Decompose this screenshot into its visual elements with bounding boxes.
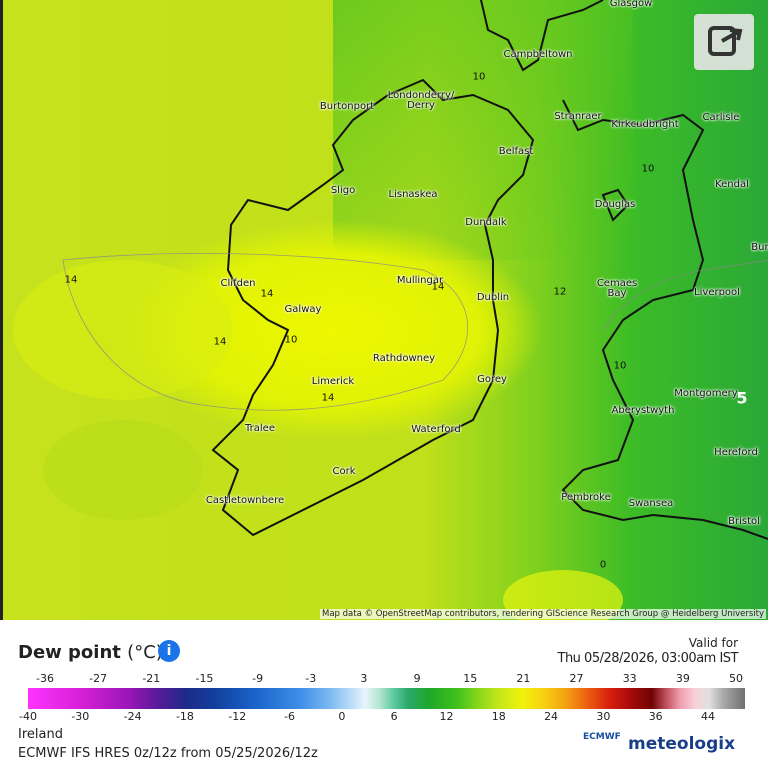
scale-label: 3 bbox=[360, 672, 368, 685]
scale-label: 27 bbox=[569, 672, 584, 685]
attribution: Map data © OpenStreetMap contributors, r… bbox=[320, 609, 766, 619]
scale-label: 36 bbox=[648, 710, 663, 723]
place-label: Lisnaskea bbox=[388, 189, 438, 200]
info-button[interactable]: i bbox=[158, 640, 180, 662]
scale-label: 18 bbox=[491, 710, 506, 723]
contour-label: 12 bbox=[553, 286, 567, 298]
place-label: Dundalk bbox=[465, 217, 507, 228]
place-label: Hereford bbox=[714, 447, 758, 458]
contour-label: 10 bbox=[641, 163, 655, 175]
place-label: Gorey bbox=[477, 374, 507, 385]
place-label: Campbeltown bbox=[503, 49, 573, 60]
scale-label: -24 bbox=[123, 710, 142, 723]
place-label: Swansea bbox=[628, 498, 674, 509]
contour-label: 0 bbox=[599, 559, 607, 571]
contour-label: 10 bbox=[613, 360, 627, 372]
place-label: Kendal bbox=[715, 179, 749, 190]
scale-label: 6 bbox=[390, 710, 398, 723]
contour-label: 10 bbox=[472, 71, 486, 83]
contour-label: 14 bbox=[213, 336, 227, 348]
scale-label: 44 bbox=[701, 710, 715, 723]
contour-label: 5 bbox=[736, 388, 748, 408]
scale-label: 21 bbox=[516, 672, 531, 685]
place-label: Douglas bbox=[594, 199, 636, 210]
color-scale bbox=[28, 688, 745, 709]
place-label: Sligo bbox=[330, 185, 356, 196]
place-label: Kirkcudbright bbox=[611, 119, 679, 130]
place-label: Mullingar bbox=[396, 275, 444, 286]
place-label: Cemaes Bay bbox=[596, 278, 638, 299]
map-background bbox=[3, 0, 768, 620]
valid-time: Thu 05/28/2026, 03:00am IST bbox=[557, 651, 739, 666]
scale-label: -9 bbox=[252, 672, 264, 685]
scale-label: 12 bbox=[439, 710, 454, 723]
contour-label: 14 bbox=[321, 392, 335, 404]
place-label: Rathdowney bbox=[372, 353, 436, 364]
scale-label: -21 bbox=[142, 672, 161, 685]
model-run: ECMWF IFS HRES 0z/12z from 05/25/2026/12… bbox=[18, 746, 318, 761]
legend: Dew point (°C) i Valid for Thu 05/28/202… bbox=[0, 620, 768, 762]
place-label: Glasgow bbox=[609, 0, 653, 9]
scale-label: -12 bbox=[228, 710, 247, 723]
scale-label: -3 bbox=[305, 672, 317, 685]
contour-label: 10 bbox=[284, 334, 298, 346]
place-label: Bristol bbox=[728, 516, 760, 527]
scale-label: 0 bbox=[338, 710, 346, 723]
scale-label: 33 bbox=[622, 672, 637, 685]
place-label: Castletownbere bbox=[205, 495, 285, 506]
scale-label: -36 bbox=[36, 672, 54, 685]
share-icon bbox=[708, 26, 743, 56]
scale-label: 50 bbox=[729, 672, 743, 685]
ecmwf-logo: ECMWF bbox=[583, 732, 621, 742]
place-label: Burtonport bbox=[319, 101, 375, 112]
place-label: Dublin bbox=[476, 292, 510, 303]
unit: (°C) bbox=[127, 642, 163, 663]
contour-label: 14 bbox=[431, 281, 445, 293]
brand-logo: meteologix bbox=[628, 734, 736, 754]
scale-label: 15 bbox=[463, 672, 478, 685]
place-label: Pembroke bbox=[561, 492, 611, 503]
scale-label: -15 bbox=[195, 672, 214, 685]
place-label: Limerick bbox=[311, 376, 355, 387]
place-label: Burn bbox=[751, 242, 768, 253]
legend-title: Dew point (°C) bbox=[18, 642, 163, 663]
valid-for: Valid for bbox=[688, 636, 738, 650]
scale-label: -30 bbox=[71, 710, 90, 723]
map: Glasgow Campbeltown Londonderry/ Derry Burt… bbox=[0, 0, 768, 620]
place-label: Belfast bbox=[498, 146, 534, 157]
contour-label: 14 bbox=[64, 274, 78, 286]
place-label: Montgomery bbox=[674, 388, 738, 399]
scale-label: 39 bbox=[675, 672, 690, 685]
place-label: Galway bbox=[284, 304, 322, 315]
place-label: Clifden bbox=[220, 278, 256, 289]
scale-label: 30 bbox=[596, 710, 611, 723]
place-label: Stranraer bbox=[554, 111, 602, 122]
place-label: Londonderry/ Derry bbox=[387, 90, 455, 111]
contour-label: 14 bbox=[260, 288, 274, 300]
scale-label: 9 bbox=[413, 672, 421, 685]
place-label: Liverpool bbox=[694, 287, 740, 298]
place-label: Aberystwyth bbox=[611, 405, 675, 416]
place-label: Carlisle bbox=[702, 112, 740, 123]
place-label: Tralee bbox=[245, 423, 275, 434]
region: Ireland bbox=[18, 727, 63, 742]
share-button[interactable] bbox=[694, 14, 754, 70]
place-label: Cork bbox=[332, 466, 356, 477]
scale-label: -18 bbox=[175, 710, 194, 723]
title-text: Dew point bbox=[18, 642, 121, 663]
place-label: Waterford bbox=[411, 424, 461, 435]
scale-label: 24 bbox=[544, 710, 559, 723]
scale-label: -27 bbox=[89, 672, 108, 685]
scale-label: -40 bbox=[19, 710, 37, 723]
scale-label: -6 bbox=[284, 710, 296, 723]
